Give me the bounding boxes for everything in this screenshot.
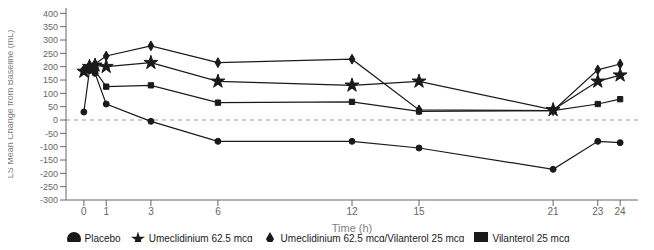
svg-text:-100: -100 (40, 142, 58, 152)
html-text:Vilanterol 25 mcg: Vilanterol 25 mcg (492, 232, 570, 244)
svg-text:300: 300 (43, 35, 58, 45)
svg-text:-150: -150 (40, 155, 58, 165)
svg-text:100: 100 (43, 89, 58, 99)
svg-text:12: 12 (346, 206, 358, 217)
svg-text:-200: -200 (40, 169, 58, 179)
svg-text:1: 1 (103, 206, 109, 217)
svg-text:350: 350 (43, 22, 58, 32)
svg-text:50: 50 (48, 102, 58, 112)
svg-text:400: 400 (43, 9, 58, 19)
html-text:Umeclidinium 62.5 mcg: Umeclidinium 62.5 mcg (148, 232, 253, 244)
svg-text:0: 0 (81, 206, 87, 217)
svg-text:0: 0 (53, 115, 58, 125)
svg-text:-250: -250 (40, 182, 58, 192)
svg-text:3: 3 (148, 206, 154, 217)
svg-text:Time (h): Time (h) (332, 222, 373, 234)
svg-text:-50: -50 (45, 129, 58, 139)
svg-text:24: 24 (615, 206, 627, 217)
svg-text:LS Mean Change from Baseline (: LS Mean Change from Baseline (mL) (8, 30, 15, 179)
svg-text:200: 200 (43, 62, 58, 72)
svg-text:21: 21 (548, 206, 560, 217)
html-text:Umeclidinium 62.5 mcg/Vilanter: Umeclidinium 62.5 mcg/Vilanterol 25 mcg (280, 232, 465, 244)
html-text:Placebo: Placebo (84, 232, 121, 244)
svg-text:-300: -300 (40, 195, 58, 205)
svg-text:6: 6 (215, 206, 221, 217)
svg-text:150: 150 (43, 75, 58, 85)
svg-text:250: 250 (43, 49, 58, 59)
svg-text:23: 23 (592, 206, 604, 217)
svg-text:15: 15 (413, 206, 425, 217)
